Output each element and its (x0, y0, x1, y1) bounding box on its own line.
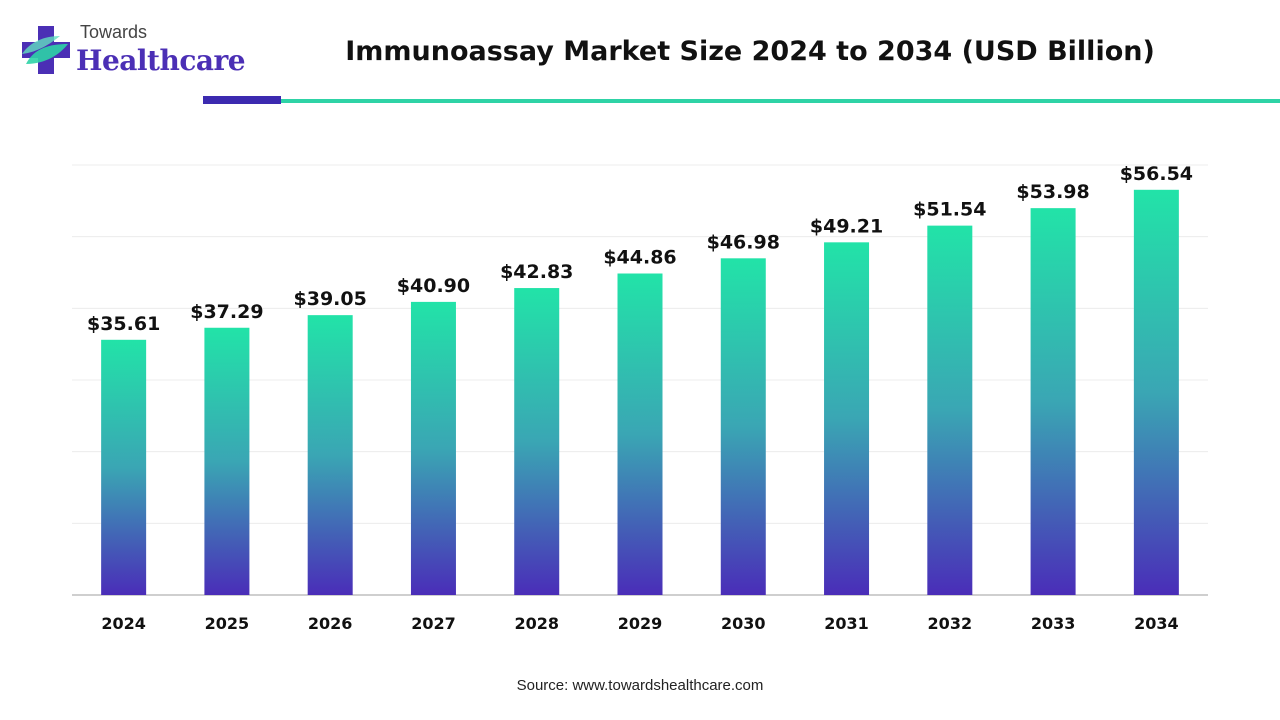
data-label-2032: $51.54 (913, 199, 986, 221)
data-label-2027: $40.90 (397, 275, 470, 297)
x-tick-label-2027: 2027 (411, 614, 456, 633)
x-tick-label-2033: 2033 (1031, 614, 1076, 633)
data-label-2024: $35.61 (87, 313, 160, 335)
x-tick-label-2030: 2030 (721, 614, 766, 633)
x-tick-label-2031: 2031 (824, 614, 869, 633)
data-label-2029: $44.86 (603, 247, 676, 269)
brand-logo: Towards Healthcare (20, 18, 246, 88)
bar-2031 (824, 242, 870, 595)
bar-2024 (101, 339, 147, 595)
x-tick-label-2024: 2024 (101, 614, 146, 633)
bar-2032 (927, 225, 973, 595)
bar-2025 (204, 327, 250, 595)
x-tick-label-2032: 2032 (928, 614, 973, 633)
bar-2030 (720, 258, 766, 595)
bar-2027 (410, 301, 456, 595)
data-label-2034: $56.54 (1120, 163, 1193, 185)
data-label-2033: $53.98 (1016, 181, 1089, 203)
x-tick-label-2029: 2029 (618, 614, 663, 633)
bar-2033 (1030, 208, 1076, 596)
title-underline-accent (203, 96, 281, 104)
data-label-2028: $42.83 (500, 261, 573, 283)
source-note: Source: www.towardshealthcare.com (516, 677, 764, 694)
data-label-2025: $37.29 (190, 301, 263, 323)
data-label-2031: $49.21 (810, 215, 883, 237)
x-tick-label-2026: 2026 (308, 614, 353, 633)
bar-2028 (514, 288, 560, 595)
bar-2034 (1133, 189, 1179, 595)
x-tick-label-2034: 2034 (1134, 614, 1179, 633)
bar-2026 (307, 315, 353, 595)
brand-name-main: Healthcare (76, 44, 246, 77)
title-underline-line (281, 99, 1280, 103)
chart-title: Immunoassay Market Size 2024 to 2034 (US… (345, 36, 1155, 67)
x-tick-label-2028: 2028 (514, 614, 559, 633)
bar-2029 (617, 273, 663, 595)
medical-cross-icon (22, 26, 70, 74)
data-label-2026: $39.05 (294, 288, 367, 310)
brand-name-top: Towards (80, 22, 148, 42)
x-tick-label-2025: 2025 (205, 614, 250, 633)
data-label-2030: $46.98 (707, 231, 780, 253)
